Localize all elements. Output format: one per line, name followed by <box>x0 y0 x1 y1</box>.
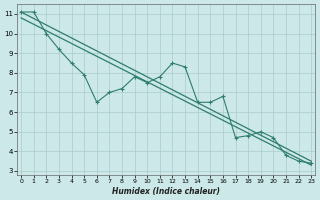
X-axis label: Humidex (Indice chaleur): Humidex (Indice chaleur) <box>112 187 220 196</box>
